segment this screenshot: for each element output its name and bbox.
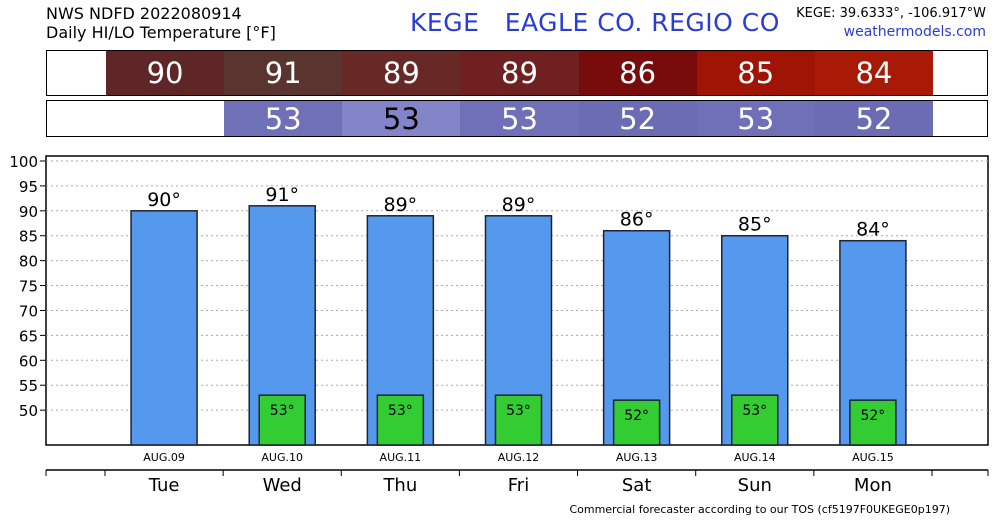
low-temp-bar: [494, 394, 543, 446]
high-temp-label: 89°: [502, 194, 536, 216]
high-temp-label: 86°: [620, 209, 654, 231]
x-day-label: Thu: [382, 475, 417, 496]
high-temp-cell: 85: [696, 51, 815, 95]
low-temp-cell: 52: [578, 101, 697, 136]
y-tick-label: 90: [19, 203, 38, 221]
station-coordinates: KEGE: 39.6333°, -106.917°W: [796, 6, 986, 21]
y-tick-label: 75: [19, 278, 38, 296]
y-tick-label: 55: [19, 377, 38, 395]
high-temp-label: 91°: [265, 184, 299, 206]
x-day-label: Sun: [738, 475, 772, 496]
footer-note: Commercial forecaster according to our T…: [569, 503, 950, 516]
low-temp-cell: 52: [814, 101, 933, 136]
low-temp-label: 53°: [388, 403, 413, 419]
high-temp-strip: 90 91 89 89 86 85 84: [46, 50, 988, 96]
low-temp-bar: [731, 394, 779, 446]
low-temp-bar: [612, 399, 661, 446]
x-date-label: AUG.11: [380, 451, 422, 464]
site-link[interactable]: weathermodels.com: [843, 24, 986, 40]
low-temp-cell: [106, 101, 225, 136]
low-temp-label: 53°: [270, 403, 295, 419]
high-temp-cell: 89: [342, 51, 461, 95]
low-temp-bar: [376, 394, 425, 446]
x-date-label: AUG.14: [734, 451, 776, 464]
model-run-label: NWS NDFD 2022080914: [46, 4, 242, 23]
low-temp-bar: [849, 399, 897, 446]
x-day-label: Sat: [622, 475, 652, 496]
y-tick-label: 60: [19, 352, 38, 370]
low-temp-label: 53°: [742, 403, 767, 419]
product-label: Daily HI/LO Temperature [°F]: [46, 23, 276, 42]
low-temp-bar: [258, 394, 306, 446]
high-temp-cell: 90: [106, 51, 225, 95]
header-left: NWS NDFD 2022080914 Daily HI/LO Temperat…: [46, 4, 276, 42]
y-tick-label: 65: [19, 327, 38, 345]
low-temp-cell: 53: [342, 101, 461, 136]
low-temp-cell: 53: [696, 101, 815, 136]
high-temp-cell: 89: [460, 51, 579, 95]
high-temp-bar: [130, 210, 198, 446]
x-day-label: Tue: [148, 475, 180, 496]
x-date-label: AUG.12: [498, 451, 540, 464]
y-tick-label: 70: [19, 302, 38, 320]
high-temp-label: 84°: [856, 219, 890, 241]
x-day-label: Fri: [508, 475, 529, 496]
high-temp-cell: 91: [224, 51, 343, 95]
x-day-label: Mon: [854, 475, 892, 496]
low-temp-label: 52°: [860, 408, 885, 424]
x-date-label: AUG.13: [616, 451, 658, 464]
y-tick-label: 95: [19, 178, 38, 196]
y-tick-label: 80: [19, 253, 38, 271]
high-temp-cell: 86: [578, 51, 697, 95]
x-date-label: AUG.09: [143, 451, 185, 464]
x-date-label: AUG.15: [852, 451, 894, 464]
y-tick-label: 50: [19, 402, 38, 420]
station-title: KEGE EAGLE CO. REGIO CO: [410, 8, 780, 37]
high-temp-label: 90°: [147, 189, 181, 211]
high-temp-label: 85°: [738, 214, 772, 236]
low-temp-cell: 53: [460, 101, 579, 136]
low-temp-label: 53°: [506, 403, 531, 419]
low-temp-strip: 53 53 53 52 53 52: [46, 100, 988, 137]
low-temp-cell: 53: [224, 101, 343, 136]
high-temp-cell: 84: [814, 51, 933, 95]
high-temp-label: 89°: [384, 194, 418, 216]
low-temp-label: 52°: [624, 408, 649, 424]
y-tick-label: 85: [19, 228, 38, 246]
x-day-label: Wed: [263, 475, 302, 496]
y-tick-label: 100: [9, 153, 38, 171]
x-date-label: AUG.10: [261, 451, 303, 464]
